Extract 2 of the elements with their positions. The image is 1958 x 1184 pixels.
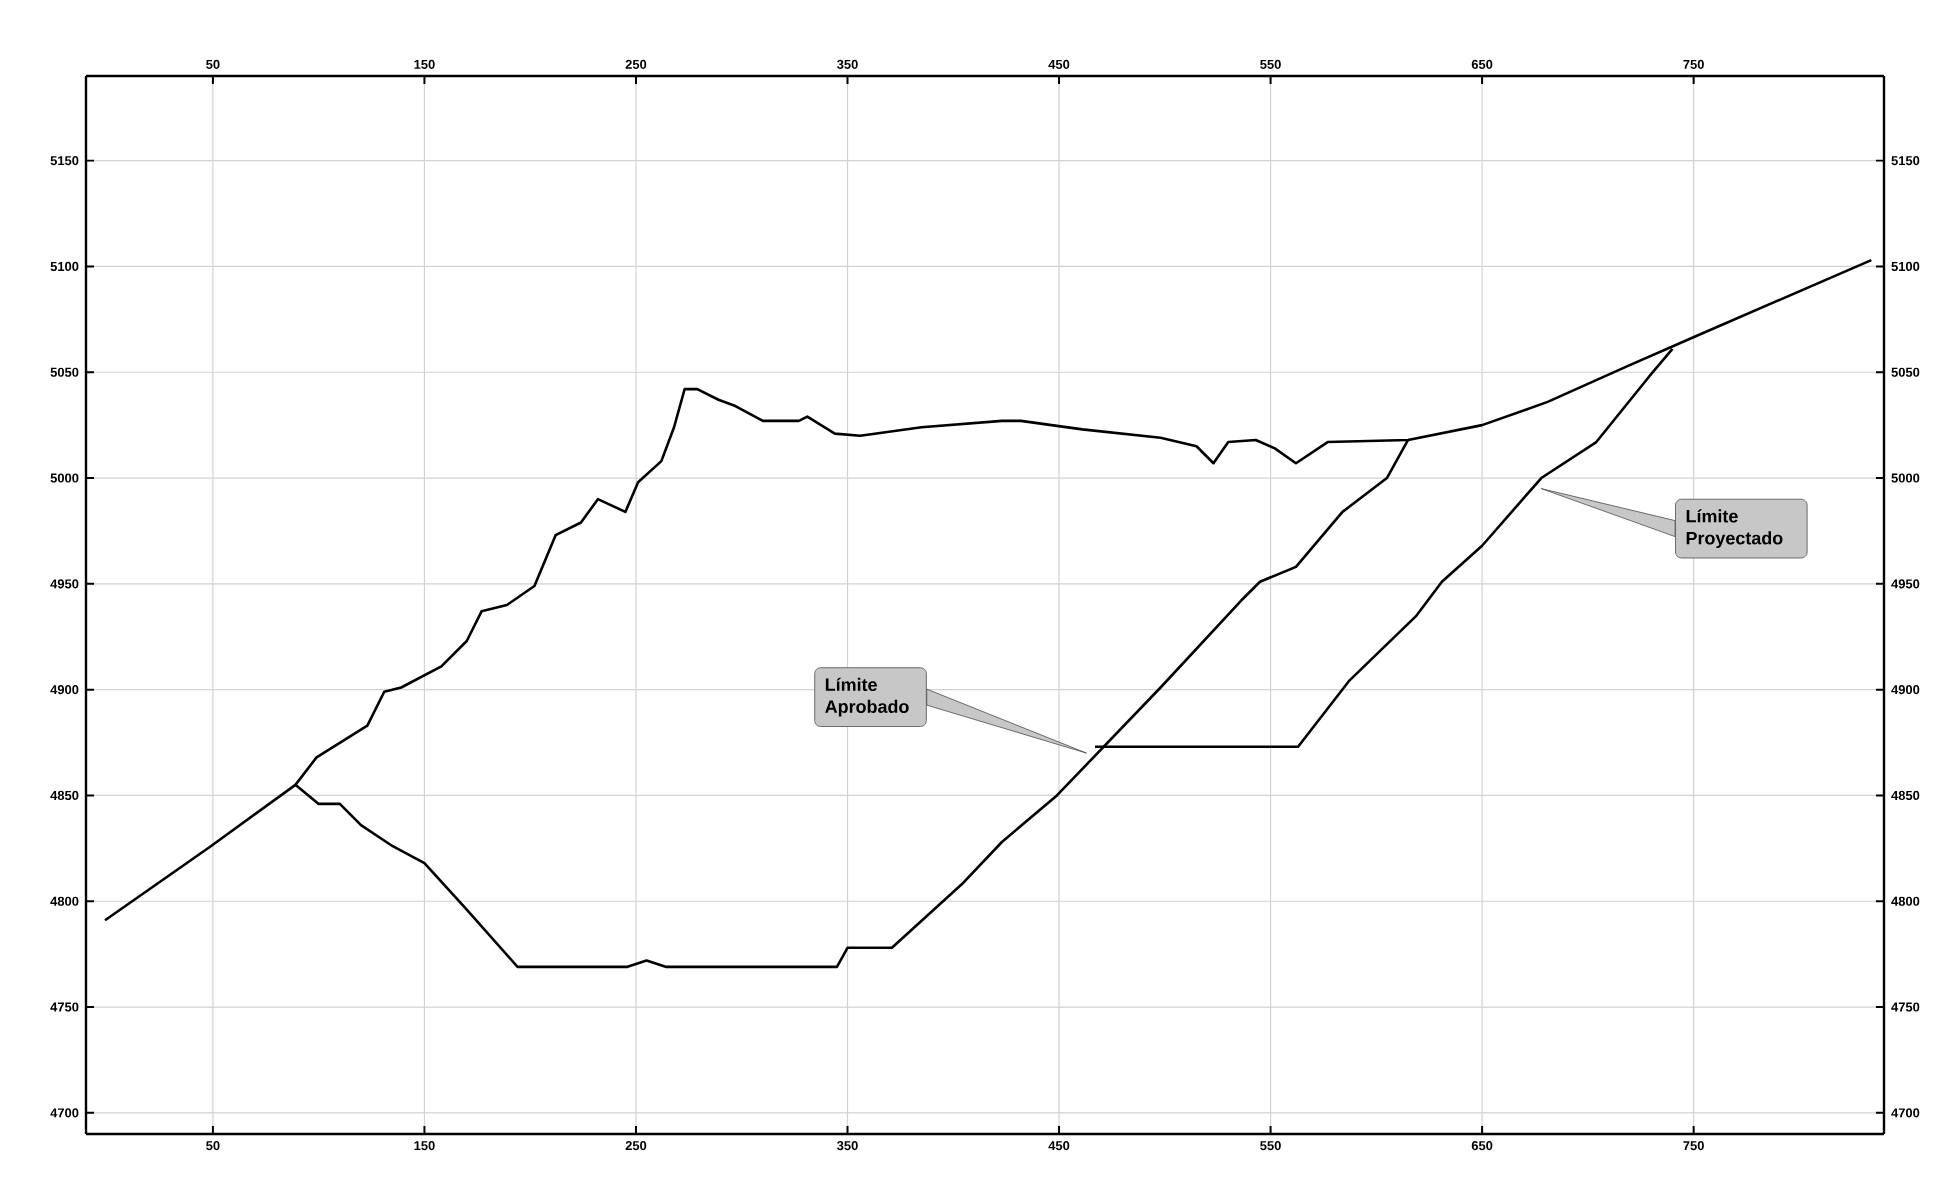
annotation: Límite Proyectado bbox=[1686, 509, 1783, 548]
annotation: Límite Aprobado bbox=[825, 677, 909, 717]
